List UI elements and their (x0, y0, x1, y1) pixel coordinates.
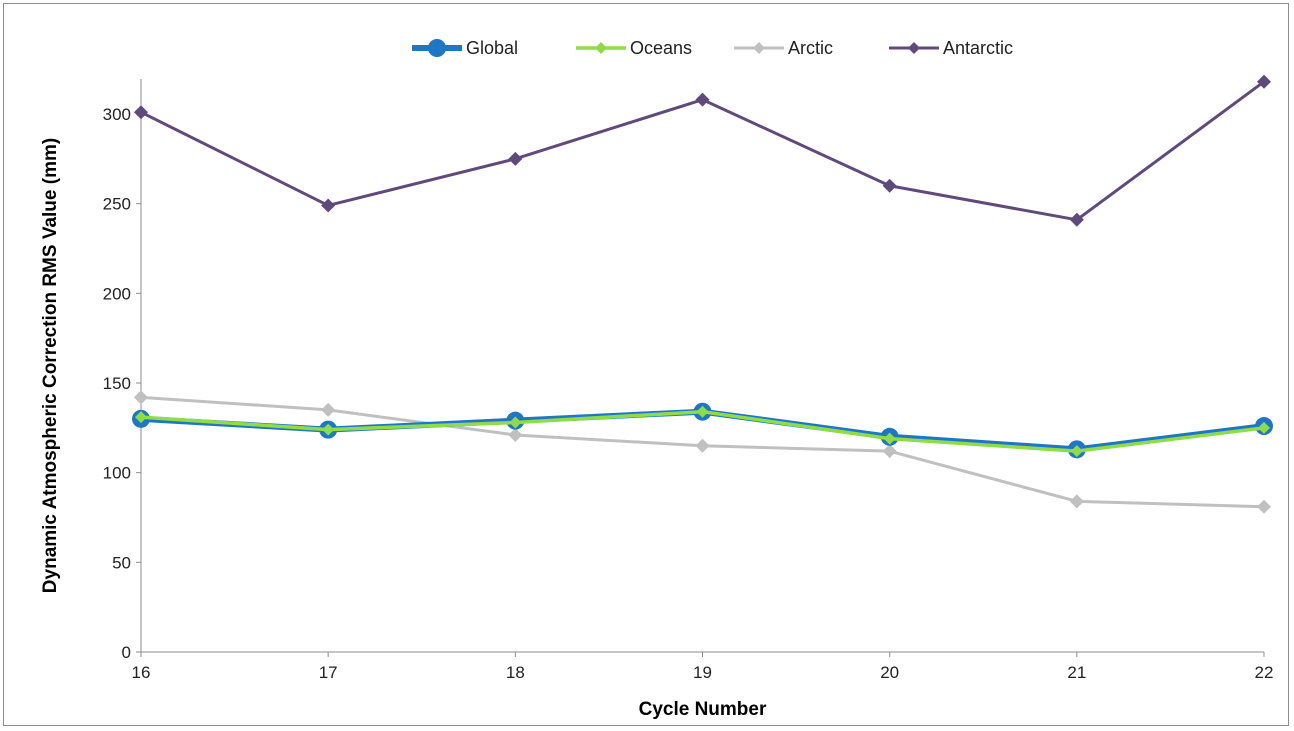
data-point-oceans (322, 423, 335, 436)
series-arctic (134, 390, 1271, 514)
legend-marker-global (428, 39, 446, 57)
legend-label-antarctic: Antarctic (943, 38, 1013, 58)
y-tick-label: 50 (112, 553, 131, 572)
x-tick-label: 19 (693, 663, 712, 682)
data-point-arctic (508, 428, 523, 443)
legend-label-oceans: Oceans (630, 38, 692, 58)
series-layer (132, 74, 1273, 514)
legend-item-oceans: Oceans (576, 38, 692, 58)
x-tick-label: 17 (319, 663, 338, 682)
legend-label-global: Global (466, 38, 518, 58)
data-point-antarctic (321, 198, 336, 213)
series-antarctic (134, 74, 1271, 227)
x-tick-label: 22 (1255, 663, 1274, 682)
legend-item-arctic: Arctic (734, 38, 833, 58)
data-point-antarctic (882, 178, 897, 193)
data-point-arctic (321, 402, 336, 417)
legend-item-antarctic: Antarctic (889, 38, 1013, 58)
y-axis-title: Dynamic Atmospheric Correction RMS Value… (40, 138, 61, 593)
legend-marker-antarctic (908, 42, 920, 54)
y-tick-label: 200 (103, 284, 131, 303)
data-point-arctic (695, 438, 710, 453)
legend-marker-oceans (595, 42, 607, 54)
x-tick-label: 21 (1067, 663, 1086, 682)
legend: Global Oceans Arctic Antarctic (412, 38, 1013, 58)
x-tick-label: 18 (506, 663, 525, 682)
data-point-arctic (1257, 499, 1271, 514)
data-point-oceans (696, 405, 709, 418)
chart-frame: 0 50 100 150 200 250 300 16 17 18 19 20 21 22 Global O… (3, 3, 1289, 726)
data-point-antarctic (134, 105, 148, 120)
axes: 0 50 100 150 200 250 300 16 17 18 19 20 21 22 (103, 79, 1274, 682)
data-point-oceans (1070, 445, 1083, 458)
legend-item-global: Global (412, 38, 518, 58)
data-point-arctic (1069, 494, 1084, 509)
data-point-arctic (134, 390, 148, 405)
data-point-arctic (882, 444, 897, 459)
y-tick-label: 0 (122, 643, 131, 662)
data-point-oceans (135, 411, 147, 424)
data-point-antarctic (1257, 74, 1271, 89)
legend-marker-arctic (753, 42, 765, 54)
y-tick-label: 150 (103, 374, 131, 393)
x-tick-label: 16 (132, 663, 151, 682)
y-tick-label: 100 (103, 464, 131, 483)
data-point-oceans (883, 432, 896, 445)
data-point-oceans (1258, 421, 1270, 434)
data-point-antarctic (695, 92, 710, 107)
x-tick-label: 20 (880, 663, 899, 682)
line-chart: 0 50 100 150 200 250 300 16 17 18 19 20 21 22 Global O… (40, 38, 1274, 720)
data-point-antarctic (508, 151, 523, 166)
data-point-antarctic (1069, 212, 1084, 227)
y-tick-label: 300 (103, 105, 131, 124)
y-tick-label: 250 (103, 195, 131, 214)
x-axis-title: Cycle Number (639, 699, 767, 720)
legend-label-arctic: Arctic (788, 38, 833, 58)
